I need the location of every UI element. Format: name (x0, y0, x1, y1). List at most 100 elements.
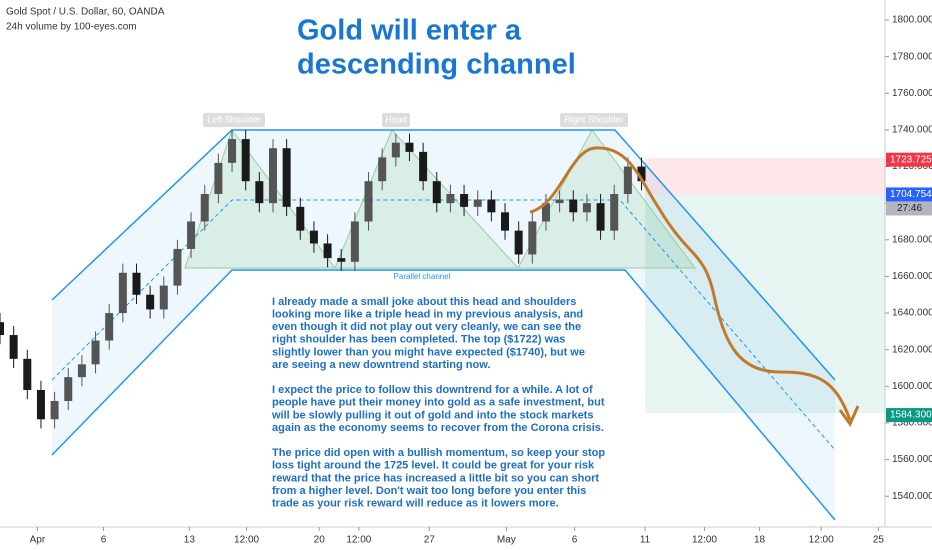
candle-body (9, 335, 18, 359)
paragraph-line: The price did open with a bullish moment… (272, 447, 605, 459)
countdown-bg (886, 201, 932, 216)
channel-lower (51, 269, 836, 521)
candle-body (623, 166, 632, 195)
paragraph-line: reward that the price has increased a li… (272, 472, 599, 484)
paragraph-line: even though it did not play out very cle… (272, 321, 581, 333)
candle-body (596, 203, 605, 231)
subheader: 24h volume by 100-eyes.com (6, 22, 137, 33)
candle-body (50, 400, 59, 420)
projection-arrow (838, 405, 860, 428)
candle-body (569, 199, 578, 213)
annotation: Head (385, 114, 407, 124)
right-shoulder-shape (517, 129, 696, 269)
candle-body (0, 322, 4, 336)
y-tick-label: 1620.000 (892, 344, 932, 355)
paragraph-line: trade as your risk reward will reduce as… (272, 498, 559, 510)
candle-body (296, 206, 305, 231)
candle-body (391, 142, 400, 158)
paragraph-line: right shoulder has been completed. The t… (272, 334, 565, 346)
candle-body (36, 389, 45, 420)
y-tick-label: 1740.000 (892, 125, 932, 136)
y-tick-label: 1640.000 (892, 308, 932, 319)
channel-mid (51, 199, 836, 451)
candle-body (405, 142, 414, 152)
paragraph-line: again as the economy seems to recover fr… (272, 422, 604, 434)
candle-body (23, 358, 32, 390)
paragraph-line: I already made a small joke about this h… (272, 296, 576, 308)
y-tick-label: 1760.000 (892, 88, 932, 99)
x-tick-label: May (497, 535, 516, 546)
annotation: Right Shoulder (564, 114, 624, 124)
paragraph-line: people have put their money into gold as… (272, 397, 605, 409)
candle-body (173, 248, 182, 286)
candle-body (378, 157, 387, 182)
candle-body (582, 203, 591, 213)
candle-body (610, 194, 619, 231)
price-label: 1704.754 (890, 189, 932, 200)
x-tick-label: 13 (184, 535, 196, 546)
candle-body (159, 285, 168, 310)
candle-body (514, 230, 523, 255)
paragraph-line: from a higher level. Don't wait too long… (272, 485, 586, 497)
candle-body (132, 272, 141, 295)
annotation: Parallel channel (394, 272, 451, 281)
candle-body (419, 151, 428, 182)
y-tick-label: 1540.000 (892, 491, 932, 502)
candle-body (446, 194, 455, 204)
y-tick-label: 1560.000 (892, 454, 932, 465)
paragraph-line: loss tight around the 1725 level. It cou… (272, 460, 595, 472)
label-bg (560, 113, 628, 127)
candle-body (105, 313, 114, 341)
paragraph-line: I expect the price to follow this downtr… (272, 384, 593, 396)
title: descending channel (297, 49, 576, 81)
candle-body (364, 181, 373, 222)
y-tick-label: 1680.000 (892, 234, 932, 245)
candle-body (337, 258, 346, 262)
candle-body (528, 221, 537, 255)
candle-body (64, 377, 73, 401)
candle-body (309, 230, 318, 244)
x-tick-label: 6 (101, 535, 107, 546)
y-tick-label: 1580.000 (892, 418, 932, 429)
x-tick-label: 27 (424, 535, 436, 546)
candle-body (268, 148, 277, 204)
candle-body (350, 221, 359, 262)
candle-body (91, 340, 100, 365)
countdown: 27:46 (897, 203, 922, 214)
paragraph-line: looking more like a triple head in my pr… (272, 309, 583, 321)
x-tick-label: 12:00 (346, 535, 371, 546)
price-label: 1584.300 (890, 410, 932, 421)
candle-body (282, 148, 291, 207)
x-tick-label: 18 (754, 535, 766, 546)
paragraph-line: slightly lower than you might have expec… (272, 346, 585, 358)
candle-body (187, 221, 196, 249)
candle-body (637, 166, 646, 182)
candle-body (255, 181, 264, 204)
x-tick-label: 12:00 (809, 535, 834, 546)
x-tick-label: Apr (30, 535, 46, 546)
y-tick-label: 1780.000 (892, 51, 932, 62)
y-tick-label: 1800.000 (892, 15, 932, 26)
annotation: Left Shoulder (207, 114, 261, 124)
candle-body (460, 194, 469, 207)
candle-body (214, 162, 223, 195)
paragraph-line: are seeing a new downtrend starting now. (272, 359, 490, 371)
projection-curve (529, 146, 852, 421)
candle-body (241, 139, 250, 182)
channel-upper (51, 129, 836, 381)
price-label-bg (886, 187, 932, 202)
channel-fill (52, 130, 835, 520)
price-label: 1723.725 (890, 154, 932, 165)
x-tick-label: 25 (873, 535, 885, 546)
price-label-bg (886, 408, 932, 423)
candle-body (501, 212, 510, 231)
candle-body (146, 294, 155, 310)
candle-body (541, 203, 550, 222)
y-tick-label: 1600.000 (892, 381, 932, 392)
x-tick-label: 12:00 (692, 535, 717, 546)
candle-body (200, 194, 209, 222)
paragraph-line: will be slowly pulling it out of gold an… (271, 409, 593, 421)
candle-body (555, 199, 564, 204)
